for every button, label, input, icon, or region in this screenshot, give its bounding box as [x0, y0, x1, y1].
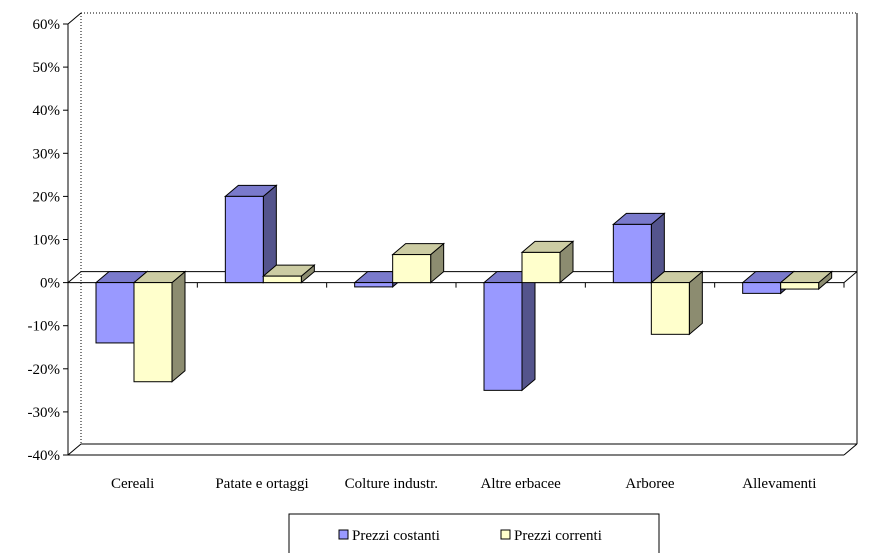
bar-1-4-side	[521, 270, 536, 392]
y-tick-label: 30%	[33, 146, 61, 162]
chart-labels: 60% 50% 40% 30% 20% 10% 0% -10% -20% -30% -40% Cere…	[28, 17, 817, 492]
bar-1-6-front	[742, 282, 782, 294]
wall-top-edge	[67, 12, 82, 25]
legend-swatch	[338, 529, 349, 540]
y-tick-label: 40%	[33, 103, 61, 119]
y-tick-label: -10%	[28, 319, 61, 335]
legend-box	[288, 513, 660, 553]
bar-2-5	[649, 270, 704, 336]
bar-2-6-front	[780, 282, 820, 290]
legend-label: Prezzi costanti	[352, 528, 440, 544]
y-tick-label: 50%	[33, 60, 61, 76]
bar-2-3-front	[392, 254, 432, 284]
bar-2-6	[779, 270, 834, 291]
x-tick-label: Allevamenti	[742, 476, 816, 492]
bar-1-5-front	[612, 223, 652, 284]
floor-right-edge	[843, 443, 858, 456]
bar-2-1	[132, 270, 187, 383]
legend-label: Prezzi correnti	[514, 528, 602, 544]
zero-plane-right-edge	[843, 271, 858, 283]
bar-1-2-front	[224, 195, 264, 284]
zero-plane-left-edge	[67, 271, 82, 283]
y-tick-label: -30%	[28, 405, 61, 421]
chart-walls	[67, 12, 858, 456]
y-tick-label: 10%	[33, 233, 61, 249]
bar-2-2-front	[262, 275, 302, 284]
bar-2-4-front	[521, 251, 561, 284]
bar-2-4	[520, 240, 575, 284]
bar-1-2	[223, 184, 278, 284]
y-tick-label: 60%	[33, 17, 61, 33]
legend: Prezzi costanti Prezzi correnti	[288, 513, 660, 553]
bar-1-5	[611, 212, 666, 284]
bar-1-1-front	[95, 282, 135, 344]
x-tick-label: Altre erbacee	[480, 476, 561, 492]
x-tick-label: Arboree	[625, 476, 674, 492]
bar-2-5-front	[650, 282, 690, 335]
y-tick-label: -40%	[28, 448, 61, 464]
y-tick-label: 20%	[33, 189, 61, 205]
y-tick-label: 0%	[40, 276, 60, 292]
bar-1-5-side	[650, 212, 665, 284]
bar-2-2	[261, 264, 316, 284]
bar-2-1-side	[171, 270, 186, 383]
bar-1-4	[482, 270, 537, 392]
x-tick-label: Cereali	[111, 476, 154, 492]
floor-left-edge	[67, 443, 82, 456]
bar-2-1-front	[133, 282, 173, 383]
chart-bars	[94, 184, 834, 392]
x-tick-label: Patate e ortaggi	[215, 476, 308, 492]
bar-1-3-front	[354, 282, 394, 288]
bar-2-3	[391, 242, 446, 284]
chart-axes	[63, 23, 845, 456]
y-tick-label: -20%	[28, 362, 61, 378]
bar-1-4-front	[483, 282, 523, 391]
x-tick-label: Colture industr.	[345, 476, 438, 492]
legend-swatch	[500, 529, 511, 540]
